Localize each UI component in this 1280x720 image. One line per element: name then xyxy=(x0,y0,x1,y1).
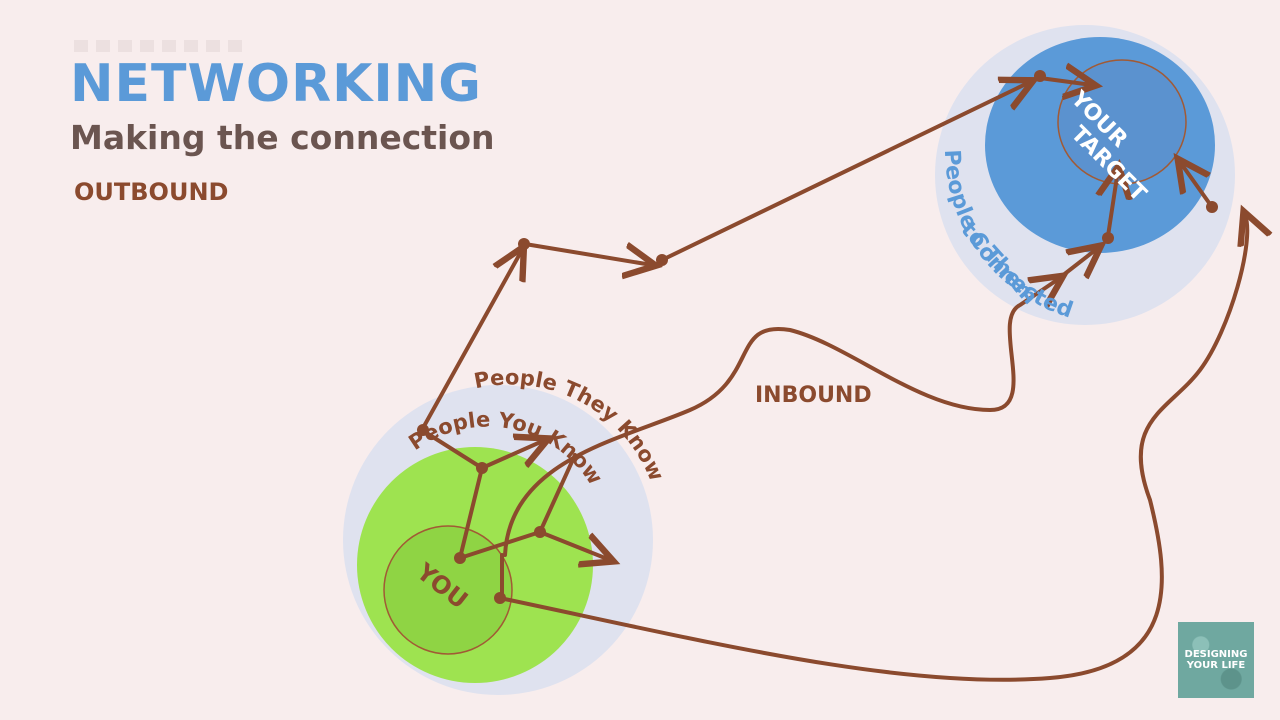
outbound-label: OUTBOUND xyxy=(74,178,229,206)
logo-text-line1: DESIGNING xyxy=(1184,649,1248,660)
designing-your-life-logo: DESIGNING YOUR LIFE xyxy=(1178,622,1254,698)
node-dot xyxy=(454,552,466,564)
logo-text-line2: YOUR LIFE xyxy=(1186,660,1246,671)
node-dot xyxy=(1034,70,1046,82)
path-nodes xyxy=(417,70,1218,604)
node-dot xyxy=(534,526,546,538)
node-dot xyxy=(656,254,668,266)
inbound-path xyxy=(503,278,1060,557)
alternate-final-arrow xyxy=(1180,162,1214,209)
node-dot xyxy=(518,238,530,250)
node-dot xyxy=(494,592,506,604)
inbound-target-arrows xyxy=(1060,170,1118,276)
you-circle xyxy=(383,525,513,655)
node-dot xyxy=(417,424,429,436)
inbound-label: INBOUND xyxy=(755,383,872,408)
faint-header-text xyxy=(74,40,244,52)
node-dot xyxy=(1206,201,1218,213)
node-dot xyxy=(476,462,488,474)
outbound-path xyxy=(421,78,1092,430)
local-network-arrows xyxy=(423,430,610,600)
page-subtitle: Making the connection xyxy=(70,118,495,157)
page-title: NETWORKING xyxy=(70,54,482,114)
alternate-path xyxy=(498,215,1247,682)
node-dot xyxy=(1102,232,1114,244)
